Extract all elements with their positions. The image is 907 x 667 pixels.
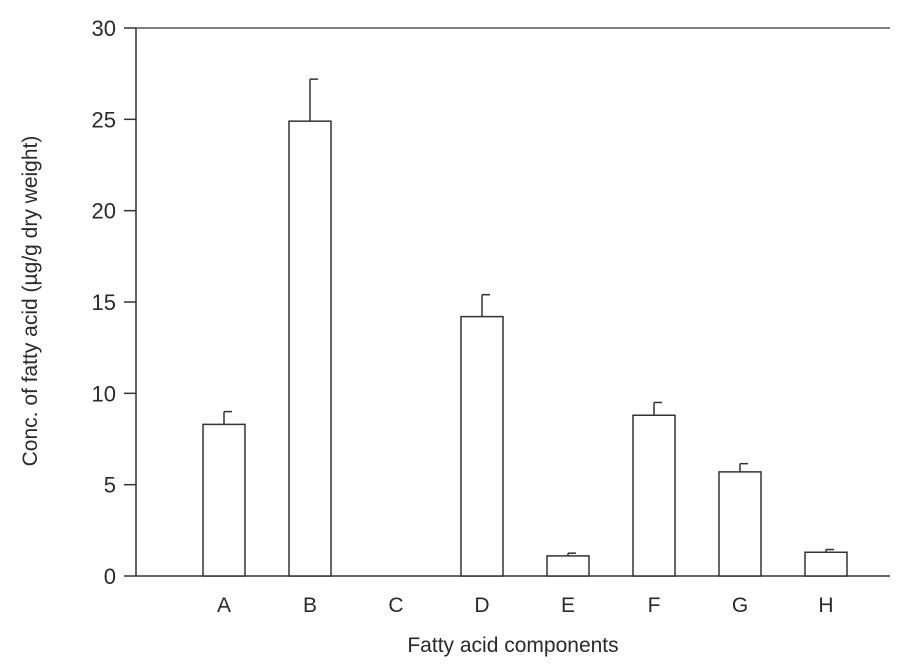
x-tick-label-E: E <box>561 594 575 617</box>
y-axis-title: Conc. of fatty acid (µg/g dry weight) <box>19 136 42 467</box>
bar-H <box>804 551 848 577</box>
bars <box>202 78 848 577</box>
y-tick-label: 30 <box>92 16 116 41</box>
x-axis-title: Fatty acid components <box>407 634 618 657</box>
x-tick-label-D: D <box>474 594 489 617</box>
y-tick-label: 25 <box>92 107 116 132</box>
x-tick-label-A: A <box>217 594 231 617</box>
plot-frame <box>135 27 890 577</box>
y-tick-label: 15 <box>92 290 116 315</box>
x-tick-label-C: C <box>388 594 403 617</box>
y-ticks: 0 5 10 15 20 25 30 <box>92 16 136 589</box>
x-tick-label-B: B <box>303 594 317 617</box>
bar-A <box>202 423 246 577</box>
bar-F <box>632 414 676 577</box>
x-tick-label-H: H <box>818 594 833 617</box>
bar-D <box>460 315 504 577</box>
x-tick-label-F: F <box>648 594 661 617</box>
y-tick-label: 20 <box>92 199 116 224</box>
x-tick-label-G: G <box>732 594 748 617</box>
y-tick-label: 0 <box>104 564 116 589</box>
x-tick-labels: A B C D E F G H <box>217 594 834 617</box>
y-tick-label: 10 <box>92 381 116 406</box>
bar-E <box>546 555 590 577</box>
bar-G <box>718 471 762 577</box>
bar-B <box>288 120 332 577</box>
y-tick-label: 5 <box>104 473 116 498</box>
